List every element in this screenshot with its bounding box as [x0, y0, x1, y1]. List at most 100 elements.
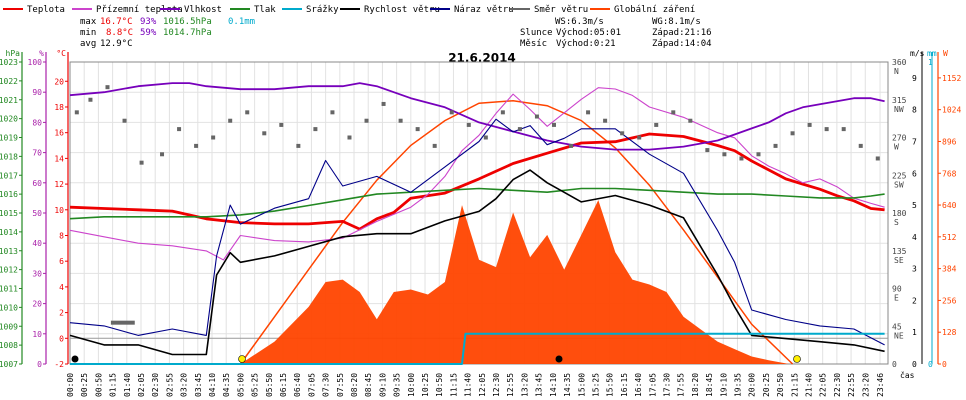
dir-tick-label: 135	[892, 247, 907, 256]
hpa-tick-label: 1023	[0, 58, 18, 67]
wind-direction-point	[807, 122, 812, 127]
sunrise-marker	[238, 355, 246, 363]
wm-tick-label: 384	[942, 265, 957, 274]
mm-tick-label: 0	[928, 360, 933, 369]
stats-moon-set: Západ:14:04	[652, 39, 712, 49]
stats-sun-rise: Východ:05:01	[556, 28, 621, 38]
x-tick-label: 16:40	[634, 373, 643, 397]
dir-tick-label: W	[894, 143, 899, 152]
wind-direction-point	[415, 127, 420, 132]
x-tick-label: 10:50	[435, 373, 444, 397]
pct-tick-label: 90	[32, 88, 42, 97]
wm-tick-label: 640	[942, 201, 957, 210]
dir-tick-label: 225	[892, 171, 907, 180]
wm-tick-label: 0	[942, 360, 947, 369]
dir-tick-label: E	[894, 294, 899, 303]
temp-tick-label: 0	[59, 334, 64, 343]
hpa-tick-label: 1016	[0, 190, 18, 199]
wind-direction-point	[330, 110, 335, 115]
x-tick-label: 08:20	[350, 373, 359, 397]
dir-tick-label: 315	[892, 96, 907, 105]
x-tick-label: 20:50	[776, 373, 785, 397]
x-tick-label: 05:00	[236, 373, 245, 397]
x-tick-label: 17:30	[662, 373, 671, 397]
x-tick-label: 13:20	[520, 373, 529, 397]
wind-direction-point	[364, 118, 369, 123]
x-tick-label: 22:05	[819, 373, 828, 397]
dir-tick-label: SW	[894, 180, 904, 189]
x-tick-label: 19:10	[719, 373, 728, 397]
ms-tick-label: 7	[912, 137, 917, 146]
hpa-tick-label: 1020	[0, 115, 18, 124]
stats-wg: WG:8.1m/s	[652, 17, 701, 27]
mm-axis-label: mm	[927, 49, 937, 58]
legend-dewpoint: Přízemní teplota	[96, 5, 183, 15]
legend-wind_dir: Směr větru	[534, 5, 588, 15]
ms-tick-label: 0	[912, 360, 917, 369]
x-tick-label: 22:55	[847, 373, 856, 397]
legend-humidity: Vlhkost	[184, 5, 222, 15]
temp-tick-label: 6	[59, 257, 64, 266]
x-tick-label: 09:35	[393, 373, 402, 397]
pct-tick-label: 50	[32, 209, 42, 218]
pct-tick-label: 10	[32, 330, 42, 339]
stats-ws: WS:6.3m/s	[555, 17, 604, 27]
wind-direction-point	[790, 131, 795, 136]
wm-tick-label: 1024	[942, 106, 961, 115]
hpa-tick-label: 1015	[0, 209, 18, 218]
wind-direction-point	[773, 143, 778, 148]
legend-rain: Srážky	[306, 5, 339, 15]
ms-tick-label: 4	[912, 233, 917, 242]
ms-tick-label: 3	[912, 265, 917, 274]
x-tick-label: 13:45	[535, 373, 544, 397]
stats-avg-label: avg	[80, 39, 96, 49]
dir-tick-label: 0	[892, 360, 897, 369]
gust-line	[69, 118, 885, 346]
x-tick-label: 02:55	[165, 373, 174, 397]
x-tick-label: 23:20	[861, 373, 870, 397]
wind-direction-point	[88, 97, 93, 102]
wind-direction-point	[296, 143, 301, 148]
wind-direction-point	[466, 122, 471, 127]
wind-direction-point	[756, 152, 761, 157]
x-tick-label: 02:30	[151, 373, 160, 397]
x-tick-label: 01:15	[109, 373, 118, 397]
x-tick-label: 18:45	[705, 373, 714, 397]
stats-sun-set: Západ:21:16	[652, 28, 712, 38]
hpa-tick-label: 1017	[0, 171, 18, 180]
legend-temperature: Teplota	[27, 5, 65, 15]
wind-direction-point	[177, 127, 182, 132]
legend-wind_speed: Rychlost větru	[364, 5, 440, 15]
x-tick-label: 23:46	[876, 373, 885, 397]
pct-tick-label: 20	[32, 300, 42, 309]
series-layer	[69, 82, 885, 365]
stats-max-pres: 1016.5hPa	[163, 17, 212, 27]
x-tick-label: 15:50	[606, 373, 615, 397]
pct-tick-label: 100	[28, 58, 43, 67]
wind-direction-point	[637, 135, 642, 140]
x-tick-label: 14:35	[563, 373, 572, 397]
stats-min-hum: 59%	[140, 28, 157, 38]
x-tick-label: 16:15	[620, 373, 629, 397]
hpa-tick-label: 1013	[0, 247, 18, 256]
stats-sun-label: Slunce	[520, 28, 553, 38]
wind-direction-point	[688, 118, 693, 123]
ms-tick-label: 2	[912, 296, 917, 305]
hpa-tick-label: 1007	[0, 360, 18, 369]
wind-direction-point	[228, 118, 233, 123]
wm-tick-label: 896	[942, 137, 957, 146]
stats-max-hum: 93%	[140, 17, 157, 27]
temp-tick-label: 4	[59, 283, 64, 292]
wind-direction-point	[603, 118, 608, 123]
wind-direction-point	[739, 156, 744, 161]
legend: Teplota Přízemní teplota Vlhkost Tlak Srážky…	[3, 5, 695, 15]
stats-max-temp: 16.7°C	[100, 17, 133, 27]
moonrise-marker	[71, 355, 79, 363]
dir-tick-label: N	[894, 67, 899, 76]
wm-tick-label: 128	[942, 328, 957, 337]
x-tick-label: 03:45	[194, 373, 203, 397]
legend-radiation: Globální záření	[614, 5, 695, 15]
wind-direction-point	[160, 152, 165, 157]
pct-tick-label: 60	[32, 179, 42, 188]
stats-moon-rise: Východ:0:21	[556, 39, 616, 49]
